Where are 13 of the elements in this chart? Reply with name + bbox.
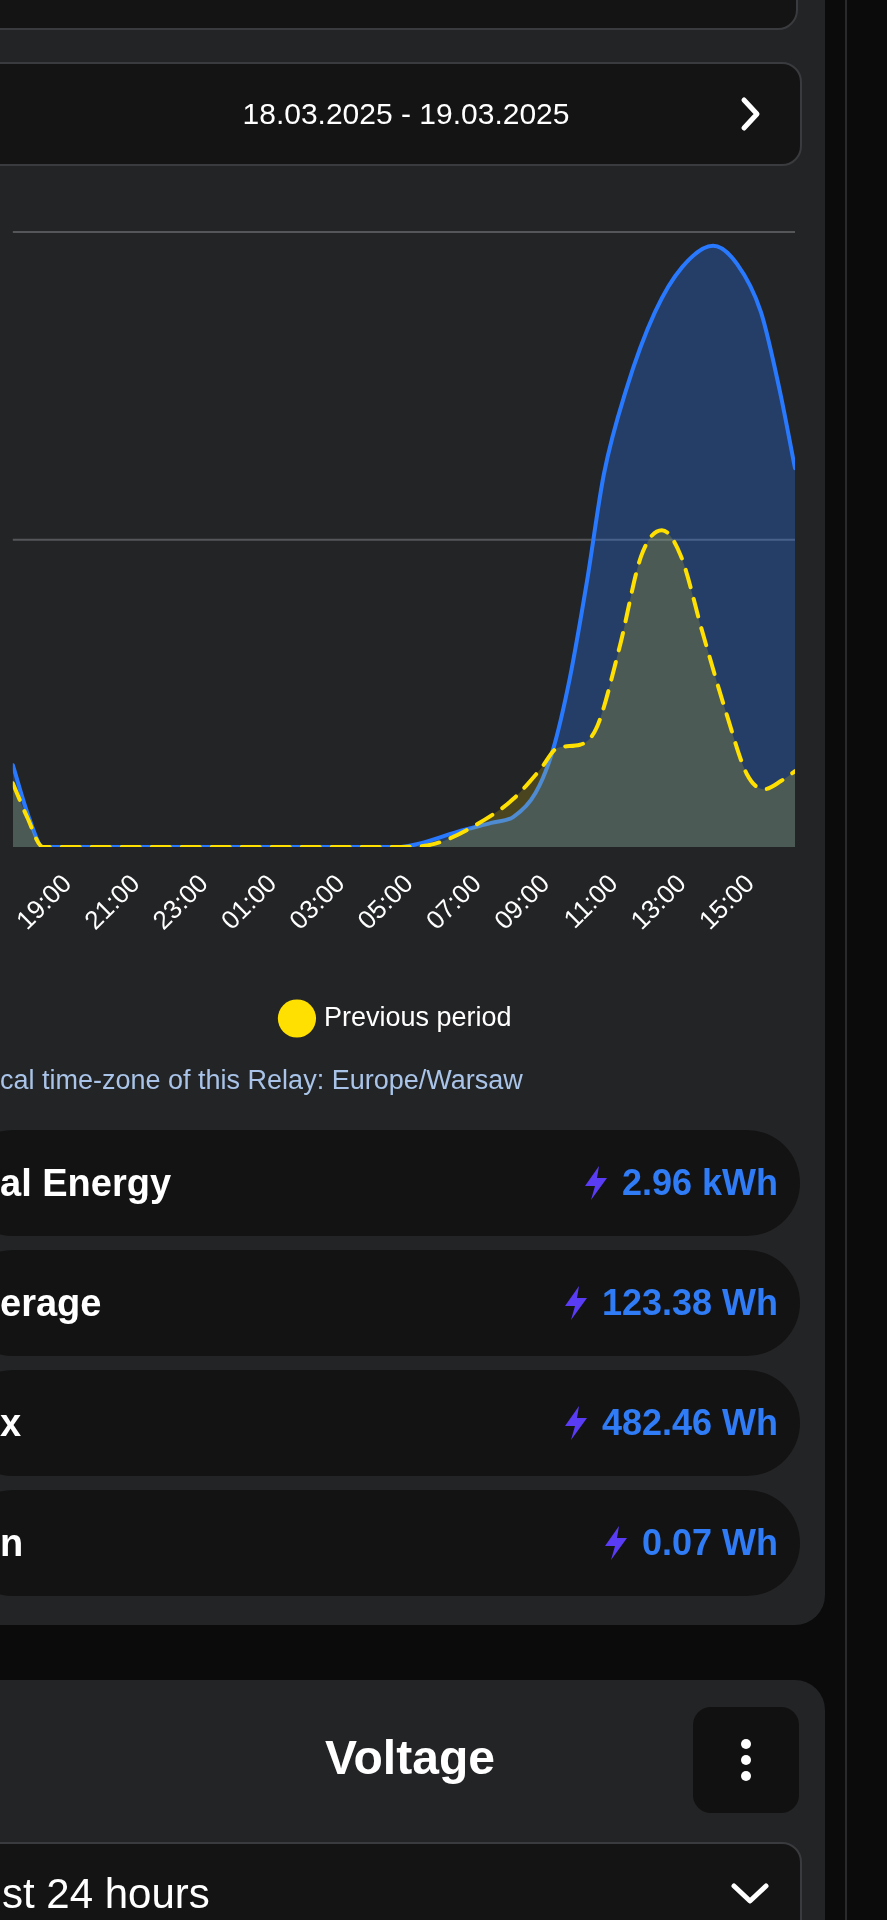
text: 482.46 Wh xyxy=(601,1402,778,1444)
text: st 24 hours xyxy=(2,1870,210,1918)
text: cal time-zone of this Relay: Europe/Warsaw xyxy=(0,1065,523,1096)
text: erage xyxy=(0,1281,102,1325)
chart-subtitle: 18.03.2025 - 19.03.2025 xyxy=(241,97,570,131)
legend-label: Previous period xyxy=(323,1001,512,1032)
text: x xyxy=(0,1401,22,1445)
text: 123.38 Wh xyxy=(601,1282,778,1324)
text: n xyxy=(0,1521,24,1565)
text: al Energy xyxy=(0,1161,172,1205)
text: 0.07 Wh xyxy=(641,1522,778,1564)
text: 2.96 kWh xyxy=(621,1162,778,1204)
text: Voltage xyxy=(324,1730,496,1785)
